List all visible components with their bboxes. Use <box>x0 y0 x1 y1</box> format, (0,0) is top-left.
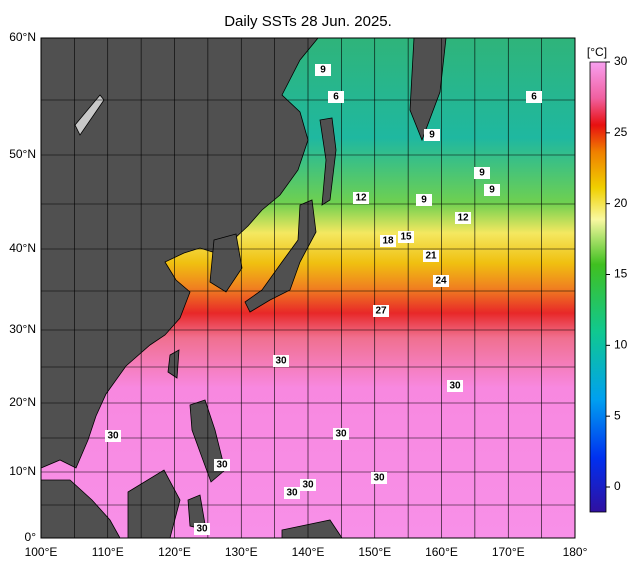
contour-label: 9 <box>320 65 326 76</box>
contour-label-box <box>416 194 432 206</box>
contour-label: 30 <box>275 356 287 367</box>
contour-label-box <box>424 129 440 141</box>
lon-label: 130°E <box>225 545 258 559</box>
colorbar-tick-label: 30 <box>614 54 628 68</box>
contour-label-box <box>214 459 230 471</box>
colorbar-tick-label: 5 <box>614 408 621 422</box>
contour-label-box <box>371 472 387 484</box>
contour-label-box <box>300 479 316 491</box>
contour-label: 9 <box>489 185 495 196</box>
contour-label: 6 <box>333 92 339 103</box>
colorbar-tick-label: 10 <box>614 338 628 352</box>
contour-label-box <box>328 91 344 103</box>
contour-label-box <box>273 355 289 367</box>
contour-label: 12 <box>457 213 469 224</box>
contour-label-box <box>315 64 331 76</box>
colorbar-unit: [°C] <box>587 45 607 59</box>
contour-label: 9 <box>429 130 435 141</box>
contour-label-box <box>373 305 389 317</box>
axes: 60°N 50°N 40°N 30°N 20°N 10°N 0°100°E 110°E 120°… <box>9 30 587 559</box>
contour-label: 18 <box>382 236 394 247</box>
lon-label: 120°E <box>158 545 191 559</box>
colorbar: [°C] 30 25 20 15 10 5 0 <box>587 45 628 513</box>
contour-label: 30 <box>449 381 461 392</box>
lon-label: 180° <box>563 545 588 559</box>
contour-label-box <box>380 235 396 247</box>
frame <box>40 37 576 539</box>
lon-label: 110°E <box>92 545 124 559</box>
contour-label: 30 <box>196 524 208 535</box>
lat-label: 20°N <box>9 395 36 409</box>
contour-label: 30 <box>335 429 347 440</box>
contour-label: 30 <box>107 431 119 442</box>
contour-label: 30 <box>286 488 298 499</box>
lat-label: 40°N <box>9 241 36 255</box>
colorbar-tick-label: 20 <box>614 196 628 210</box>
contour-label-box <box>333 428 349 440</box>
lat-label: 30°N <box>9 322 36 336</box>
contour-label: 15 <box>400 232 412 243</box>
colorbar-tick-label: 25 <box>614 125 628 139</box>
lon-label: 150°E <box>358 545 391 559</box>
contour-label-box <box>433 275 449 287</box>
lon-label: 140°E <box>292 545 325 559</box>
lat-label: 0° <box>25 530 37 544</box>
contour-label: 6 <box>531 92 537 103</box>
lon-label: 170°E <box>492 545 525 559</box>
contour-label: 9 <box>479 168 485 179</box>
lat-label: 50°N <box>9 147 36 161</box>
contour-label-box <box>398 231 414 243</box>
colorbar-ramp <box>589 61 607 513</box>
lat-label: 10°N <box>9 464 36 478</box>
colorbar-tick-label: 15 <box>614 267 628 281</box>
lat-label: 60°N <box>9 30 36 44</box>
contour-label-box <box>353 192 369 204</box>
contour-label-box <box>194 523 210 535</box>
title: Daily SSTs 28 Jun. 2025. <box>224 13 392 30</box>
contour-label-box <box>455 212 471 224</box>
contour-label-box <box>284 487 300 499</box>
contour-label: 27 <box>375 306 387 317</box>
contour-label-box <box>423 250 439 262</box>
contour-label: 24 <box>435 276 447 287</box>
contour-label-box <box>484 184 500 196</box>
contour-label: 30 <box>302 480 314 491</box>
lon-label: 160°E <box>425 545 458 559</box>
contour-label: 12 <box>355 193 367 204</box>
contour-label: 30 <box>216 460 228 471</box>
contour-label: 30 <box>373 473 385 484</box>
contour-label-box <box>526 91 542 103</box>
contour-label-box <box>105 430 121 442</box>
contour-label-box <box>474 167 490 179</box>
contour-label: 21 <box>425 251 437 262</box>
colorbar-tick-label: 0 <box>614 479 621 493</box>
contour-label: 9 <box>421 195 427 206</box>
contour-label-box <box>447 380 463 392</box>
lon-label: 100°E <box>25 545 58 559</box>
